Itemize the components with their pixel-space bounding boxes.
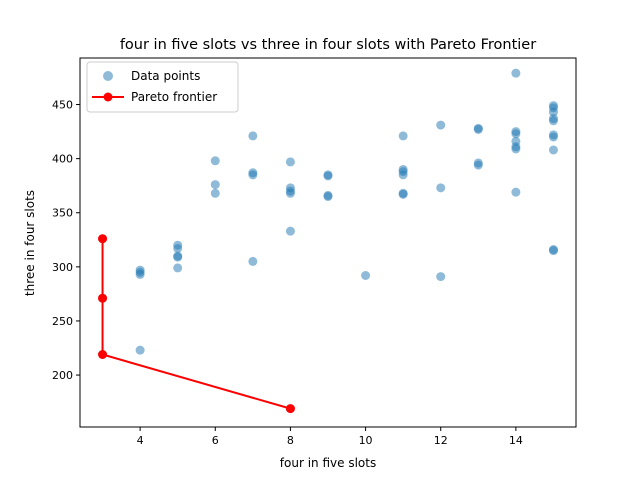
- data-point: [173, 243, 183, 253]
- legend-label-data-points: Data points: [131, 69, 200, 83]
- data-point: [323, 192, 333, 202]
- data-point: [473, 160, 483, 170]
- data-point: [548, 246, 558, 256]
- axes: 4 6 8 10 12 14 200 250 300 350 400 450: [52, 57, 577, 447]
- data-point: [548, 132, 558, 142]
- data-point: [248, 170, 258, 180]
- data-point: [285, 226, 295, 236]
- data-point: [436, 272, 446, 282]
- x-tick-label: 14: [509, 434, 523, 447]
- x-tick-label: 8: [287, 434, 294, 447]
- pareto-frontier-point: [98, 349, 108, 359]
- y-tick-label: 300: [52, 261, 73, 274]
- legend-marker-data-points: [103, 71, 113, 81]
- y-axis-label: three in four slots: [23, 190, 37, 296]
- pareto-frontier-point: [98, 234, 108, 244]
- pareto-frontier-point: [285, 404, 295, 414]
- data-point: [548, 107, 558, 117]
- plot-area: [98, 68, 558, 414]
- legend-label-pareto-frontier: Pareto frontier: [131, 90, 217, 104]
- y-tick-label: 400: [52, 153, 73, 166]
- data-point: [248, 256, 258, 266]
- data-point: [511, 129, 521, 139]
- x-tick-label: 6: [212, 434, 219, 447]
- data-point: [210, 156, 220, 166]
- data-point: [210, 188, 220, 198]
- chart-title: four in five slots vs three in four slot…: [120, 37, 536, 53]
- legend-marker-pareto-frontier: [103, 92, 113, 102]
- data-point: [398, 131, 408, 141]
- data-point: [210, 180, 220, 190]
- data-point: [511, 187, 521, 197]
- data-point: [135, 345, 145, 355]
- legend: Data points Pareto frontier: [86, 61, 239, 113]
- data-point: [436, 183, 446, 193]
- data-point: [511, 68, 521, 78]
- data-point: [173, 252, 183, 262]
- data-point: [473, 124, 483, 134]
- data-point: [285, 188, 295, 198]
- y-tick-label: 450: [52, 99, 73, 112]
- data-point: [398, 170, 408, 180]
- data-point: [135, 269, 145, 279]
- y-tick-label: 200: [52, 369, 73, 382]
- data-point: [173, 263, 183, 273]
- legend-frame: [86, 61, 239, 113]
- pareto-frontier-point: [98, 293, 108, 303]
- x-tick-label: 12: [434, 434, 448, 447]
- x-tick-label: 4: [137, 434, 144, 447]
- data-point: [248, 131, 258, 141]
- x-tick-label: 10: [359, 434, 373, 447]
- x-axis-label: four in five slots: [280, 456, 376, 470]
- data-point: [285, 157, 295, 167]
- data-point: [548, 116, 558, 126]
- data-point: [323, 171, 333, 181]
- data-point: [361, 271, 371, 281]
- pareto-frontier-line: [101, 238, 291, 410]
- data-point: [436, 120, 446, 130]
- y-tick-label: 250: [52, 315, 73, 328]
- axes-frame: [79, 57, 577, 428]
- data-point: [548, 145, 558, 155]
- data-point: [398, 189, 408, 199]
- y-tick-label: 350: [52, 207, 73, 220]
- data-point: [511, 144, 521, 154]
